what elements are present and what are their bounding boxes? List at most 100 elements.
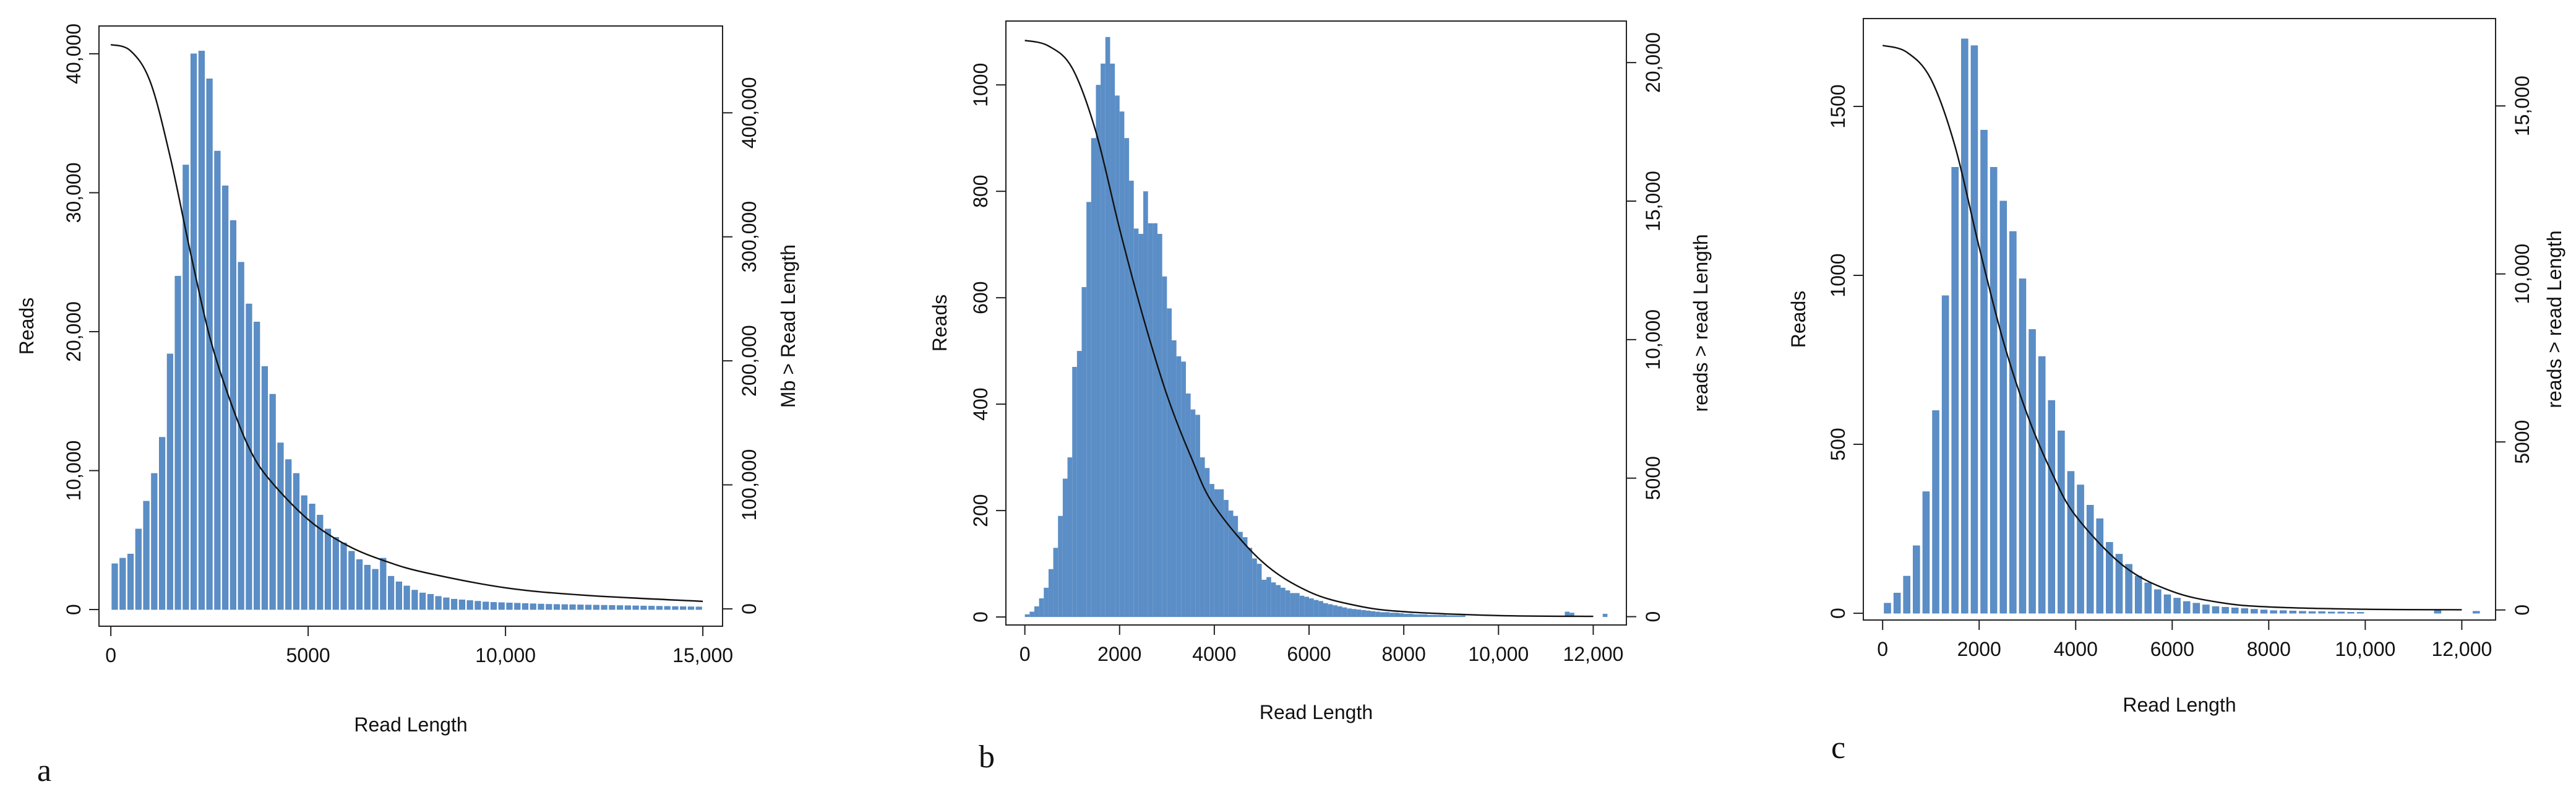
histogram-bar	[1185, 393, 1191, 618]
histogram-bar	[2058, 430, 2065, 614]
histogram-bar	[309, 504, 316, 610]
histogram-bar	[1408, 613, 1414, 618]
histogram-bar	[474, 601, 481, 610]
histogram-bar	[1290, 593, 1295, 618]
histogram-bar	[1176, 356, 1182, 618]
histogram-bar	[2038, 356, 2046, 614]
histogram-bar	[458, 600, 466, 610]
histogram-bar	[1903, 575, 1910, 614]
histogram-bar	[1119, 111, 1125, 618]
y-tick-label: 400	[969, 387, 992, 420]
y-tick-label: 500	[1827, 428, 1849, 460]
histogram-bar	[2096, 518, 2104, 614]
histogram-bar	[2260, 610, 2268, 614]
y2-tick-label: 5000	[1642, 456, 1664, 500]
y2-tick-label: 15,000	[2511, 75, 2533, 136]
histogram-bar	[498, 602, 505, 610]
histogram-bar	[2231, 608, 2239, 614]
histogram-bar	[1351, 609, 1357, 618]
histogram-bar	[1261, 579, 1267, 618]
histogram-bar	[1295, 593, 1300, 618]
histogram-bar	[191, 53, 197, 610]
histogram-bar	[1058, 515, 1063, 618]
histogram-bar	[1143, 191, 1148, 618]
histogram-bar	[2163, 594, 2171, 614]
histogram-bar	[198, 51, 205, 610]
histogram-bar	[1347, 608, 1352, 618]
histogram-bar	[538, 603, 544, 610]
x-tick-label: 0	[1877, 638, 1888, 660]
histogram-bar	[2067, 471, 2075, 614]
histogram-bar	[632, 605, 639, 610]
histogram-bar	[506, 602, 513, 610]
histogram-bar	[1124, 138, 1130, 618]
histogram-bar	[340, 542, 347, 610]
histogram-bar	[1932, 410, 1939, 614]
histogram-bar	[624, 605, 631, 610]
histogram-bar	[348, 551, 355, 610]
histogram-bar	[451, 598, 458, 610]
histogram-bar	[1337, 606, 1342, 618]
histogram-bar	[1285, 590, 1290, 618]
histogram-bar	[151, 473, 158, 610]
histogram-bar	[1115, 95, 1120, 618]
y2-tick-label: 200,000	[738, 325, 760, 397]
histogram-bar	[1105, 37, 1110, 618]
histogram-bar	[2289, 610, 2297, 614]
histogram-bar	[466, 600, 473, 610]
histogram-bar	[427, 594, 434, 610]
histogram-bar	[2048, 400, 2056, 614]
histogram-bar	[1110, 63, 1115, 618]
histogram-bar	[1961, 38, 1968, 614]
histogram-bar	[1441, 614, 1447, 618]
y2-axis-label: reads > read Length	[2543, 230, 2565, 408]
histogram-bar	[1361, 610, 1366, 618]
histogram-bar	[1333, 605, 1337, 618]
y2-tick-label: 10,000	[2511, 244, 2533, 304]
x-tick-label: 2000	[1097, 643, 1141, 665]
histogram-bar	[1413, 614, 1419, 618]
histogram-bar	[1990, 166, 1998, 614]
cumulative-curve	[1024, 40, 1594, 618]
histogram-bar	[324, 528, 332, 610]
histogram-bar	[1461, 615, 1466, 618]
histogram-bar	[2347, 612, 2355, 614]
x-tick-label: 5000	[286, 644, 330, 666]
histogram-bar	[1091, 138, 1096, 618]
histogram-bar	[1370, 611, 1376, 618]
histogram-bar	[174, 275, 181, 610]
histogram-bar	[1456, 615, 1461, 618]
histogram-bar	[119, 558, 126, 610]
histogram-bar	[522, 603, 529, 610]
y-tick-label: 1000	[1827, 253, 1849, 297]
plot-frame	[1863, 18, 2496, 621]
histogram-bar	[403, 585, 410, 610]
x-tick-label: 10,000	[2335, 638, 2395, 660]
histogram-bar	[269, 394, 276, 610]
histogram-bar	[2337, 611, 2345, 614]
y-tick-label: 1500	[1827, 84, 1849, 128]
histogram-bar	[1884, 603, 1891, 614]
histogram-bar	[1304, 597, 1310, 618]
histogram-bar	[2106, 542, 2113, 614]
histogram-bar	[2270, 610, 2277, 614]
histogram-bar	[2308, 611, 2316, 614]
x-tick-label: 12,000	[2431, 638, 2492, 660]
histogram-bar	[166, 353, 173, 610]
histogram-bar	[1328, 604, 1333, 618]
histogram-bar	[490, 602, 497, 610]
histogram-bar	[411, 590, 418, 610]
panel-letter: a	[37, 753, 51, 788]
histogram-bar	[1171, 340, 1177, 618]
histogram-bar	[1228, 511, 1234, 618]
histogram-bar	[1602, 613, 1608, 618]
y-tick-label: 10,000	[62, 441, 85, 501]
histogram-bar	[1167, 308, 1172, 618]
histogram-bar	[2434, 610, 2442, 614]
y2-tick-label: 0	[2511, 605, 2533, 616]
x-tick-label: 4000	[2054, 638, 2098, 660]
histogram-bar	[1048, 569, 1054, 618]
histogram-bar	[2183, 601, 2191, 614]
histogram-bar	[2029, 329, 2036, 614]
histogram-bar	[1076, 351, 1082, 618]
